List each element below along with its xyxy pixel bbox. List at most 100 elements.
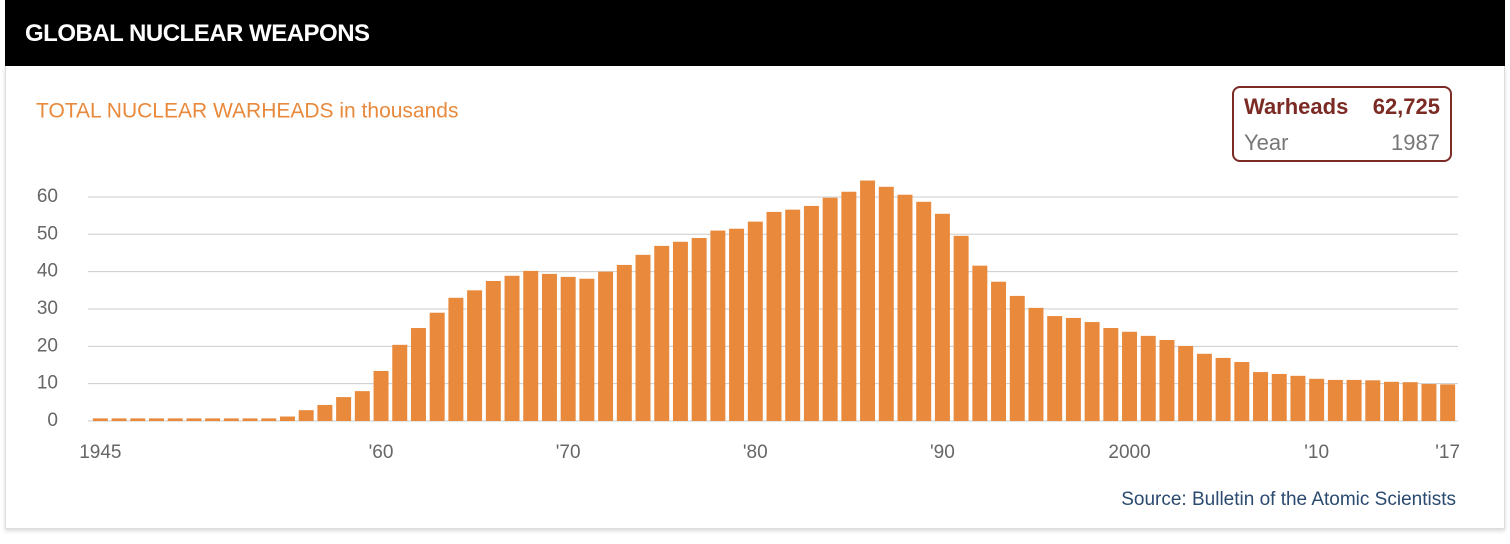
- bar: [523, 270, 539, 421]
- bar: [336, 397, 352, 421]
- tooltip-label: Warheads: [1244, 94, 1349, 119]
- x-tick-label: '90: [930, 442, 955, 463]
- bar: [167, 418, 183, 421]
- bar: [1084, 322, 1100, 421]
- bar: [1253, 372, 1269, 421]
- bar: [1159, 339, 1175, 421]
- bar: [1421, 384, 1437, 421]
- bar: [111, 418, 127, 421]
- bar: [279, 416, 295, 421]
- bar: [448, 297, 464, 421]
- bar: [504, 275, 520, 421]
- bar: [1140, 335, 1156, 421]
- tooltip-year: 1987: [1391, 130, 1440, 155]
- bar: [916, 201, 932, 421]
- bar: [130, 418, 146, 421]
- bar: [429, 312, 445, 421]
- header-title: GLOBAL NUCLEAR WEAPONS: [25, 20, 370, 47]
- bar: [672, 241, 688, 421]
- bar: [1384, 381, 1399, 421]
- bar: [729, 228, 745, 421]
- bar: [860, 180, 876, 421]
- bar: [616, 264, 632, 421]
- bar: [1309, 378, 1325, 421]
- bar: [635, 254, 651, 421]
- y-tick-label: 60: [37, 186, 58, 207]
- bar: [1028, 307, 1044, 421]
- bar: [149, 418, 164, 421]
- bar: [1290, 375, 1306, 421]
- bar: [1327, 379, 1343, 421]
- bar: [1009, 295, 1025, 421]
- bar: [1047, 316, 1063, 421]
- bar: [897, 194, 913, 421]
- y-tick-label: 20: [37, 335, 58, 356]
- x-tick-label: '80: [743, 442, 768, 463]
- bar: [373, 370, 389, 421]
- bar: [654, 245, 670, 421]
- bar: [841, 191, 857, 421]
- bar: [261, 418, 277, 421]
- x-tick-label: '17: [1435, 442, 1460, 463]
- x-tick-label: '10: [1304, 442, 1329, 463]
- bar: [878, 186, 894, 421]
- bar: [186, 418, 202, 421]
- bar: [1440, 384, 1456, 421]
- bar: [317, 404, 333, 421]
- bar: [1196, 353, 1212, 421]
- bar: [1215, 357, 1231, 421]
- bar: [92, 418, 108, 421]
- chart-subtitle: TOTAL NUCLEAR WARHEADS in thousands: [36, 100, 458, 123]
- bar: [972, 265, 988, 421]
- bar: [1178, 345, 1194, 421]
- bar: [991, 281, 1007, 421]
- bar: [1065, 317, 1081, 421]
- bar: [710, 230, 726, 421]
- y-tick-label: 30: [37, 298, 58, 319]
- bar: [205, 418, 221, 421]
- bar: [691, 238, 707, 421]
- bar: [354, 391, 370, 421]
- bar: [766, 211, 782, 421]
- bar: [410, 328, 426, 421]
- bar: [598, 271, 614, 421]
- y-tick-label: 0: [47, 410, 58, 431]
- x-tick-label: '70: [556, 442, 581, 463]
- y-tick-label: 40: [37, 261, 58, 282]
- x-tick-label: '60: [369, 442, 394, 463]
- x-tick-label: 2000: [1108, 442, 1150, 463]
- bar: [467, 290, 483, 421]
- header: GLOBAL NUCLEAR WEAPONS: [5, 0, 1505, 66]
- bar: [1122, 331, 1138, 421]
- bar: [822, 197, 838, 421]
- source: Source: Bulletin of the Atomic Scientist…: [1121, 489, 1456, 510]
- bar: [1271, 373, 1287, 421]
- bar: [1402, 382, 1418, 421]
- bar: [560, 276, 576, 421]
- bar: [223, 418, 239, 421]
- bar: [579, 278, 595, 421]
- bar: [934, 213, 950, 421]
- y-tick-label: 10: [37, 373, 58, 394]
- y-tick-label: 50: [37, 223, 58, 244]
- panel: [5, 66, 1505, 529]
- tooltip-value: 62,725: [1372, 94, 1440, 119]
- bar: [242, 418, 258, 421]
- x-tick-label: 1945: [79, 442, 121, 463]
- bar: [1103, 328, 1119, 421]
- bar: [1365, 380, 1381, 421]
- bar: [747, 221, 763, 421]
- bar: [392, 344, 408, 421]
- bar: [298, 410, 314, 421]
- bar: [785, 209, 801, 421]
- tooltip: Warheads 62,725 Year 1987: [1232, 86, 1452, 162]
- bar: [1234, 362, 1250, 421]
- bar: [1346, 379, 1362, 421]
- bar: [803, 205, 819, 421]
- bar: [953, 235, 969, 421]
- tooltip-year-label: Year: [1244, 130, 1289, 155]
- bar: [485, 280, 501, 421]
- bar: [541, 273, 557, 421]
